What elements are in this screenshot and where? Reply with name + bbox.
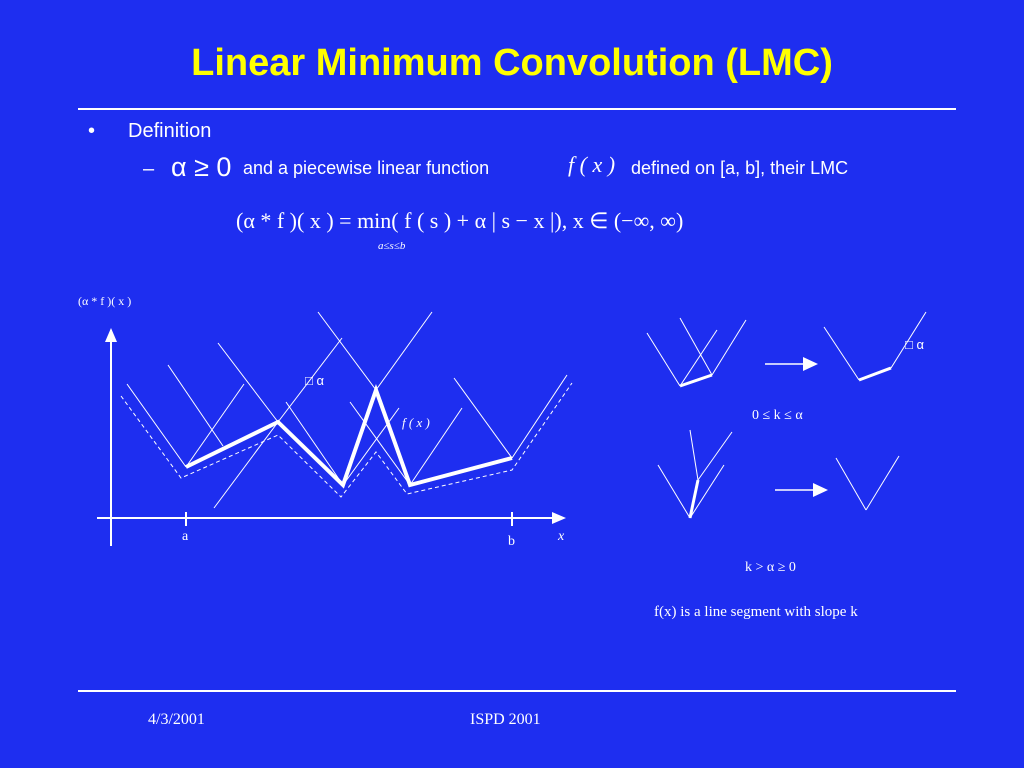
alpha-condition: α ≥ 0 (171, 152, 232, 182)
top-divider (78, 108, 956, 110)
bullet-definition-text: Definition (128, 120, 212, 142)
bullet-marker: • (88, 120, 96, 142)
case1-diagram (646, 311, 927, 388)
tick-a-label: a (182, 529, 189, 544)
footer-conference: ISPD 2001 (470, 711, 541, 728)
alpha-slope-marker: □ α (305, 373, 324, 388)
footer-date: 4/3/2001 (148, 711, 205, 728)
main-plot (97, 311, 573, 546)
lmc-formula: (α * f )( x ) = min( f ( s ) + α | s − x… (236, 208, 684, 233)
function-label: f ( x ) (402, 415, 430, 430)
x-axis-label: x (557, 529, 565, 544)
definition-text-start: and a piecewise linear function (243, 158, 490, 178)
y-axis-arrow (105, 328, 117, 342)
function-polyline (185, 383, 513, 489)
definition-text-end: defined on [a, b], their LMC (631, 158, 849, 178)
case1-arrowhead (803, 357, 818, 371)
sub-bullet-marker: – (143, 158, 155, 180)
case1-condition: 0 ≤ k ≤ α (752, 408, 803, 423)
x-axis-arrow (552, 512, 566, 524)
slope-caption: f(x) is a line segment with slope k (654, 604, 858, 620)
case2-arrowhead (813, 483, 828, 497)
case1-alpha-marker: □ α (905, 337, 924, 352)
cone-lines (126, 311, 568, 509)
lmc-result-dashed (120, 382, 573, 498)
bottom-divider (78, 690, 956, 692)
y-axis-label: (α * f )( x ) (78, 294, 131, 308)
case2-condition: k > α ≥ 0 (745, 560, 796, 575)
slide-title: Linear Minimum Convolution (LMC) (191, 42, 833, 84)
case2-diagram (657, 429, 900, 519)
lmc-formula-subscript: a≤s≤b (378, 240, 406, 252)
function-symbol: f ( x ) (568, 152, 616, 177)
tick-b-label: b (508, 534, 515, 549)
